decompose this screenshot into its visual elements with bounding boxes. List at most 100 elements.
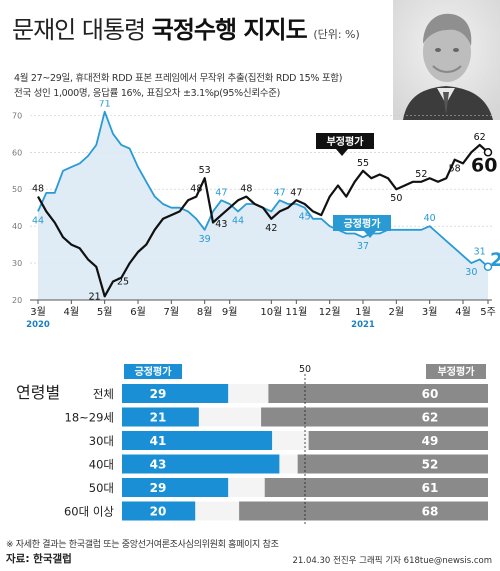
negative-data-label: 21 [89, 291, 101, 302]
positive-bar [122, 454, 280, 474]
negative-tag-label: 부정평가 [327, 135, 365, 148]
positive-bar [122, 501, 196, 521]
negative-data-label: 62 [474, 132, 486, 143]
negative-value-label: 49 [422, 434, 439, 448]
negative-value-label: 61 [422, 481, 439, 495]
positive-data-label: 44 [232, 215, 244, 226]
x-tick-label: 5주 [480, 307, 496, 318]
x-tick-label: 12월 [319, 306, 341, 318]
negative-end-label: 60 [471, 154, 497, 176]
positive-data-label: 31 [474, 246, 486, 257]
y-tick-label: 60 [12, 148, 22, 157]
negative-value-label: 52 [422, 458, 439, 472]
negative-data-label: 55 [357, 158, 369, 169]
negative-bar [239, 501, 488, 521]
positive-end-marker [483, 262, 493, 272]
positive-legend-label: 긍정평가 [135, 365, 173, 378]
chart-title: 문재인 대통령 국정수행 지지도 (단위: %) [12, 10, 360, 45]
positive-data-label: 30 [465, 267, 477, 278]
negative-data-label: 48 [240, 184, 252, 195]
source: 자료: 한국갤럽 [6, 553, 72, 565]
age-category-label: 18~29세 [65, 411, 114, 425]
negative-data-label: 25 [117, 277, 129, 288]
positive-tag-label: 긍정평가 [344, 217, 382, 230]
positive-bar [122, 431, 273, 450]
negative-data-label: 58 [449, 164, 461, 175]
age-category-label: 40대 [89, 458, 114, 472]
positive-data-label: 47 [215, 187, 227, 198]
positive-area [38, 111, 488, 300]
positive-value-label: 20 [150, 505, 167, 519]
positive-tag-box [333, 215, 391, 231]
president-portrait [393, 0, 500, 120]
negative-value-label: 60 [422, 387, 439, 401]
x-tick-label: 8월 [197, 306, 213, 318]
title-main: 문재인 대통령 [12, 16, 146, 44]
age-row: 60대 이상 20 68 [64, 501, 488, 521]
y-tick-label: 50 [12, 185, 22, 194]
negative-data-label: 47 [290, 187, 302, 198]
negative-value-label: 68 [422, 505, 439, 519]
year-label: 2021 [351, 320, 375, 330]
approval-trend-chart: 20 30 40 50 60 70 48 21 25 48 53 43 48 42 47 55 50 52 58 62… [12, 100, 500, 330]
positive-data-label: 37 [357, 241, 369, 252]
negative-bar [268, 384, 488, 403]
positive-bar [122, 478, 229, 497]
negative-data-label: 43 [215, 219, 227, 230]
x-tick-label: 4월 [64, 306, 80, 318]
age-row: 전체 29 60 [93, 384, 488, 403]
negative-end-marker [483, 148, 493, 157]
negative-bar [264, 478, 488, 497]
negative-legend-label: 부정평가 [438, 365, 476, 378]
negative-data-label: 50 [390, 193, 402, 204]
positive-value-label: 43 [150, 458, 167, 472]
negative-bar [297, 454, 488, 474]
x-tick-label: 2월 [389, 306, 405, 318]
positive-data-label: 44 [32, 215, 44, 226]
x-tick-label: 4월 [455, 306, 471, 318]
credit: 21.04.30 전진우 그래픽 기자 618tue@newsis.com [292, 556, 492, 566]
negative-line [37, 143, 489, 298]
positive-data-label: 71 [99, 100, 111, 110]
age-category-label: 60대 이상 [64, 505, 114, 519]
x-tick-label: 11월 [285, 306, 307, 318]
negative-legend: 부정평가 [426, 364, 486, 379]
negative-tag-pointer [336, 149, 348, 156]
y-tick-label: 20 [12, 296, 22, 305]
positive-value-label: 21 [150, 411, 167, 425]
positive-bar [122, 407, 199, 427]
negative-data-label: 42 [265, 223, 277, 234]
positive-data-label: 39 [199, 234, 211, 245]
positive-tag-pointer [364, 231, 376, 238]
negative-value-label: 62 [422, 411, 439, 425]
x-tick-label: 6월 [130, 306, 146, 318]
negative-data-label: 52 [415, 169, 427, 180]
title-emphasis: 국정수행 지지도 [151, 16, 308, 44]
y-tick-label: 30 [12, 259, 22, 268]
positive-end-label: 29 [490, 249, 500, 271]
negative-data-label: 48 [32, 184, 44, 195]
positive-data-label: 40 [424, 213, 436, 224]
positive-bar [122, 384, 229, 403]
negative-legend-box [426, 364, 486, 379]
x-tick-label: 5월 [97, 306, 113, 318]
x-tick-label: 9월 [222, 306, 238, 318]
x-tick-label: 1월 [355, 306, 371, 318]
positive-value-label: 41 [150, 434, 167, 448]
survey-note-line1: 4월 27~29일, 휴대전화 RDD 표본 프레임에서 무작위 추출(집전화 … [14, 73, 343, 84]
survey-note-line2: 전국 성인 1,000명, 응답률 16%, 표집오차 ±3.1%p(95%신뢰… [14, 88, 281, 99]
x-tick-label: 10월 [260, 306, 282, 318]
age-row: 30대 41 49 [89, 431, 488, 450]
negative-bar [308, 431, 488, 450]
x-tick-label: 3월 [30, 306, 46, 318]
positive-legend-box [124, 364, 182, 379]
positive-value-label: 29 [150, 387, 167, 401]
negative-bar [261, 407, 488, 427]
positive-data-label: 47 [274, 187, 286, 198]
positive-value-label: 29 [150, 481, 167, 495]
y-tick-label: 70 [12, 111, 22, 120]
positive-data-label: 45 [299, 212, 311, 223]
title-unit: (단위: %) [313, 28, 360, 41]
negative-data-label: 53 [199, 165, 211, 176]
